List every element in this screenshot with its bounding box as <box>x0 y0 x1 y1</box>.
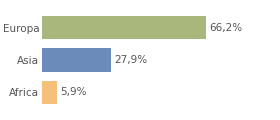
Text: 27,9%: 27,9% <box>114 55 147 65</box>
Text: 5,9%: 5,9% <box>60 87 86 97</box>
Bar <box>42 16 206 39</box>
Bar <box>42 81 57 104</box>
Bar <box>42 48 111 72</box>
Text: 66,2%: 66,2% <box>209 23 242 33</box>
